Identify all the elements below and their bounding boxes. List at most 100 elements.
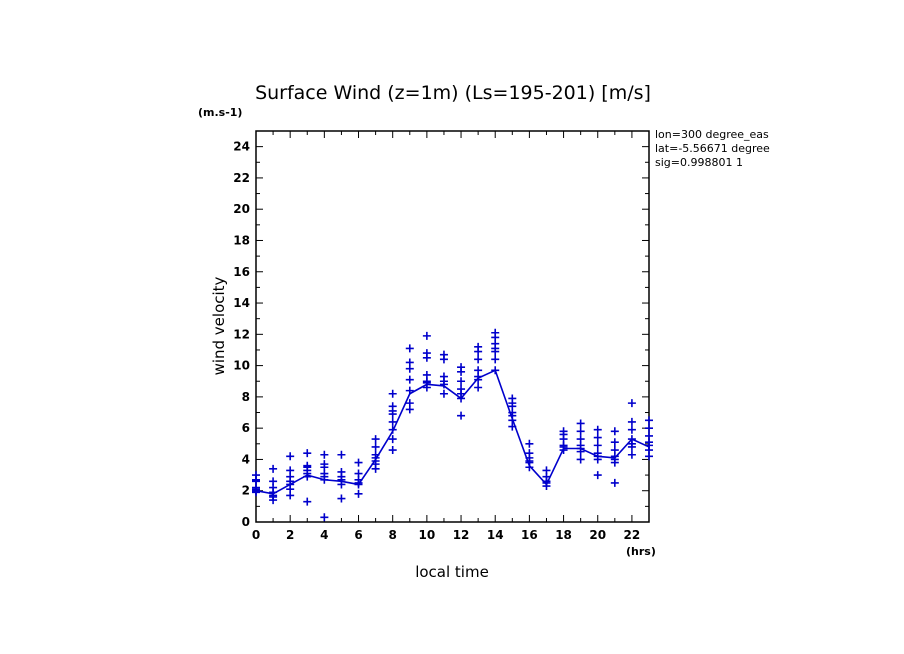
scatter-point bbox=[337, 450, 346, 459]
x-tick-label: 0 bbox=[252, 528, 260, 542]
scatter-point bbox=[320, 450, 329, 459]
scatter-point bbox=[457, 411, 466, 420]
scatter-point bbox=[252, 471, 260, 480]
scatter-point bbox=[457, 363, 466, 372]
scatter-point bbox=[457, 389, 466, 398]
scatter-point bbox=[303, 497, 312, 506]
y-tick-label: 20 bbox=[233, 202, 250, 216]
y-tick-label: 4 bbox=[242, 452, 250, 466]
scatter-point bbox=[405, 344, 414, 353]
scatter-point bbox=[610, 446, 619, 455]
y-tick-label: 16 bbox=[233, 265, 250, 279]
scatter-point bbox=[405, 375, 414, 384]
scatter-point bbox=[405, 358, 414, 367]
scatter-point bbox=[491, 328, 500, 337]
data-layer bbox=[252, 328, 653, 522]
scatter-point bbox=[269, 477, 278, 486]
scatter-point bbox=[405, 399, 414, 408]
scatter-point bbox=[337, 494, 346, 503]
scatter-point bbox=[627, 399, 636, 408]
scatter-point bbox=[645, 424, 653, 433]
scatter-point bbox=[320, 460, 329, 469]
scatter-point bbox=[627, 439, 636, 448]
scatter-point bbox=[439, 377, 448, 386]
x-tick-label: 18 bbox=[555, 528, 572, 542]
x-tick-label: 8 bbox=[389, 528, 397, 542]
scatter-point bbox=[525, 449, 534, 458]
scatter-point bbox=[354, 489, 363, 498]
scatter-point bbox=[422, 331, 431, 340]
info-lat: lat=-5.56671 degree bbox=[655, 142, 770, 155]
scatter-point bbox=[252, 483, 260, 492]
x-tick-label: 6 bbox=[354, 528, 362, 542]
scatter-point bbox=[508, 399, 517, 408]
scatter-point bbox=[593, 471, 602, 480]
scatter-point bbox=[388, 446, 397, 455]
y-tick-label: 6 bbox=[242, 421, 250, 435]
scatter-point bbox=[627, 425, 636, 434]
scatter-point bbox=[627, 417, 636, 426]
scatter-point bbox=[354, 469, 363, 478]
scatter-point bbox=[286, 452, 295, 461]
y-unit-label: (m.s-1) bbox=[198, 106, 242, 119]
scatter-point bbox=[422, 349, 431, 358]
y-tick-label: 0 bbox=[242, 515, 250, 529]
scatter-point bbox=[388, 417, 397, 426]
x-unit-label: (hrs) bbox=[626, 545, 656, 558]
y-tick-label: 12 bbox=[233, 327, 250, 341]
scatter-point bbox=[627, 450, 636, 459]
x-tick-label: 12 bbox=[453, 528, 470, 542]
scatter-point bbox=[474, 383, 483, 392]
scatter-point bbox=[542, 466, 551, 475]
scatter-point bbox=[422, 370, 431, 379]
scatter-point bbox=[645, 431, 653, 440]
info-sig: sig=0.998801 1 bbox=[655, 156, 743, 169]
scatter-point bbox=[457, 377, 466, 386]
scatter-point bbox=[525, 439, 534, 448]
y-tick-label: 24 bbox=[233, 140, 250, 154]
scatter-point bbox=[610, 478, 619, 487]
y-tick-label: 8 bbox=[242, 390, 250, 404]
x-tick-label: 14 bbox=[487, 528, 504, 542]
scatter-point bbox=[491, 355, 500, 364]
scatter-point bbox=[388, 406, 397, 415]
scatter-point bbox=[320, 513, 329, 522]
scatter-point bbox=[303, 463, 312, 472]
x-tick-label: 22 bbox=[624, 528, 641, 542]
y-tick-label: 22 bbox=[233, 171, 250, 185]
scatter-point bbox=[576, 427, 585, 436]
info-lon: lon=300 degree_eas bbox=[655, 128, 769, 141]
mean-line bbox=[255, 369, 650, 495]
y-tick-label: 14 bbox=[233, 296, 250, 310]
scatter-point bbox=[474, 342, 483, 351]
x-tick-label: 2 bbox=[286, 528, 294, 542]
x-tick-label: 20 bbox=[589, 528, 606, 542]
y-tick-label: 2 bbox=[242, 484, 250, 498]
x-tick-label: 10 bbox=[419, 528, 436, 542]
scatter-point bbox=[576, 419, 585, 428]
scatter-point bbox=[337, 475, 346, 484]
scatter-point bbox=[559, 427, 568, 436]
x-axis-label: local time bbox=[415, 563, 489, 581]
scatter-point bbox=[474, 355, 483, 364]
y-tick-label: 18 bbox=[233, 233, 250, 247]
scatter-point bbox=[337, 467, 346, 476]
y-tick-label: 10 bbox=[233, 359, 250, 373]
scatter-point bbox=[303, 449, 312, 458]
scatter-point bbox=[491, 344, 500, 353]
x-tick-label: 16 bbox=[521, 528, 538, 542]
scatter-point bbox=[371, 442, 380, 451]
scatter-point bbox=[593, 425, 602, 434]
scatter-point bbox=[645, 416, 653, 425]
scatter-point bbox=[593, 433, 602, 442]
plot-frame bbox=[255, 130, 650, 523]
scatter-point bbox=[576, 435, 585, 444]
x-tick-label: 4 bbox=[320, 528, 328, 542]
scatter-point bbox=[286, 466, 295, 475]
scatter-point bbox=[439, 350, 448, 359]
scatter-point bbox=[388, 435, 397, 444]
scatter-point bbox=[354, 458, 363, 467]
y-axis-label: wind velocity bbox=[210, 276, 228, 375]
